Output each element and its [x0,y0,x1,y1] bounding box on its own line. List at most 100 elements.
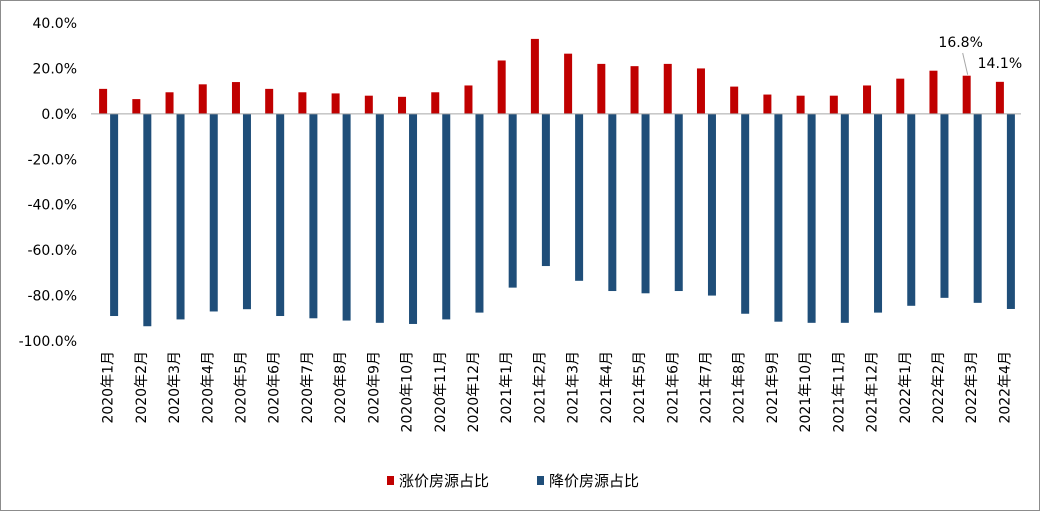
x-tick-label: 2020年4月 [200,351,216,424]
data-label: 14.1% [978,56,1022,72]
x-tick-label: 2020年7月 [300,351,316,424]
bar-price-down [209,113,218,312]
x-tick-label: 2021年5月 [632,351,648,424]
bar-price-down [541,113,550,267]
x-tick-label: 2020年6月 [267,351,283,424]
bar-price-down [1006,113,1015,309]
x-tick-label: 2020年12月 [466,351,482,432]
bar-price-down [309,113,318,319]
x-tick-label: 2020年10月 [400,351,416,432]
bar-price-up [796,95,805,114]
bar-price-down [973,113,982,303]
bar-price-up [464,85,473,114]
x-tick-label: 2021年12月 [865,351,881,432]
x-tick-label: 2021年1月 [499,351,515,424]
bar-price-up [331,93,340,114]
bar-price-up [962,75,971,114]
bar-price-up [696,68,705,114]
bar-price-down [608,113,617,292]
bar-price-up [929,70,938,114]
bar-price-up [663,63,672,114]
x-tick-label: 2022年3月 [964,351,980,424]
bar-price-up [265,88,274,114]
x-tick-label: 2020年5月 [233,351,249,424]
x-tick-label: 2022年4月 [997,351,1013,424]
bar-price-up [597,63,606,114]
y-tick-label: -60.0% [27,243,77,259]
bar-price-down [774,113,783,322]
x-tick-label: 2021年7月 [698,351,714,424]
bar-price-down [874,113,883,313]
bar-price-up [198,84,207,114]
bar-price-up [497,60,506,114]
bar-price-up [165,92,174,114]
bar-price-down [707,113,716,296]
legend-label: 降价房源占比 [549,472,639,490]
x-tick-label: 2020年2月 [134,351,150,424]
x-tick-label: 2021年2月 [532,351,548,424]
bar-price-up [829,95,838,114]
x-tick-label: 2021年11月 [831,351,847,432]
bar-price-down [143,113,152,327]
x-tick-label: 2020年1月 [101,351,117,424]
y-tick-label: 40.0% [33,16,77,32]
x-tick-label: 2020年8月 [333,351,349,424]
bar-price-up [863,85,872,114]
bar-price-up [564,53,573,114]
annotation-leader-line [962,52,969,75]
bar-price-down [276,113,285,317]
bar-price-up [995,81,1004,114]
bar-price-down [409,113,418,324]
bar-price-up [99,88,108,114]
bar-price-down [176,113,185,320]
bar-price-up [630,66,639,114]
bar-price-down [475,113,484,313]
bar-price-up [364,95,373,114]
x-tick-label: 2020年3月 [167,351,183,424]
x-tick-label: 2021年9月 [765,351,781,424]
x-tick-label: 2021年6月 [665,351,681,424]
y-tick-label: -100.0% [19,334,77,350]
bar-price-down [940,113,949,298]
bar-price-up [763,94,772,114]
bar-price-down [575,113,584,281]
x-axis: 2020年1月 2020年2月 2020年3月 2020年4月 2020年5月 2020年… [91,113,1021,432]
x-tick-label: 2022年1月 [898,351,914,424]
bar-price-up [398,96,407,114]
bar-price-down [110,113,119,317]
bar-price-up [896,78,905,114]
data-label: 16.8% [938,35,982,51]
legend-swatch [387,476,394,485]
bar-price-down [641,113,650,294]
bar-price-down [242,113,251,310]
bar-price-down [442,113,451,320]
legend-label: 涨价房源占比 [399,472,489,490]
bar-price-up [231,82,240,114]
y-tick-label: -80.0% [27,289,77,305]
bar-price-down [508,113,517,288]
y-axis: 40.0% 20.0% 0.0% -20.0% -40.0% -60.0% -80.0% -1… [19,16,77,350]
y-tick-label: 0.0% [41,107,77,123]
bar-price-up [431,92,440,114]
x-tick-label: 2020年11月 [433,351,449,432]
x-tick-label: 2021年4月 [599,351,615,424]
bar-price-down [907,113,916,306]
bar-price-up [530,38,539,114]
y-tick-label: -40.0% [27,198,77,214]
bar-price-down [840,113,849,323]
x-tick-label: 2020年9月 [366,351,382,424]
bar-price-up [730,86,739,114]
annotations-group: 16.8% 14.1% [938,35,1022,75]
x-tick-label: 2021年3月 [566,351,582,424]
bar-price-down [342,113,351,321]
bars-group [99,38,1015,327]
y-tick-label: 20.0% [33,61,77,77]
x-tick-label: 2022年2月 [931,351,947,424]
legend-swatch [537,476,544,485]
y-tick-label: -20.0% [27,152,77,168]
x-tick-label: 2021年10月 [798,351,814,432]
legend: 涨价房源占比 降价房源占比 [387,472,639,490]
bar-price-down [741,113,750,314]
